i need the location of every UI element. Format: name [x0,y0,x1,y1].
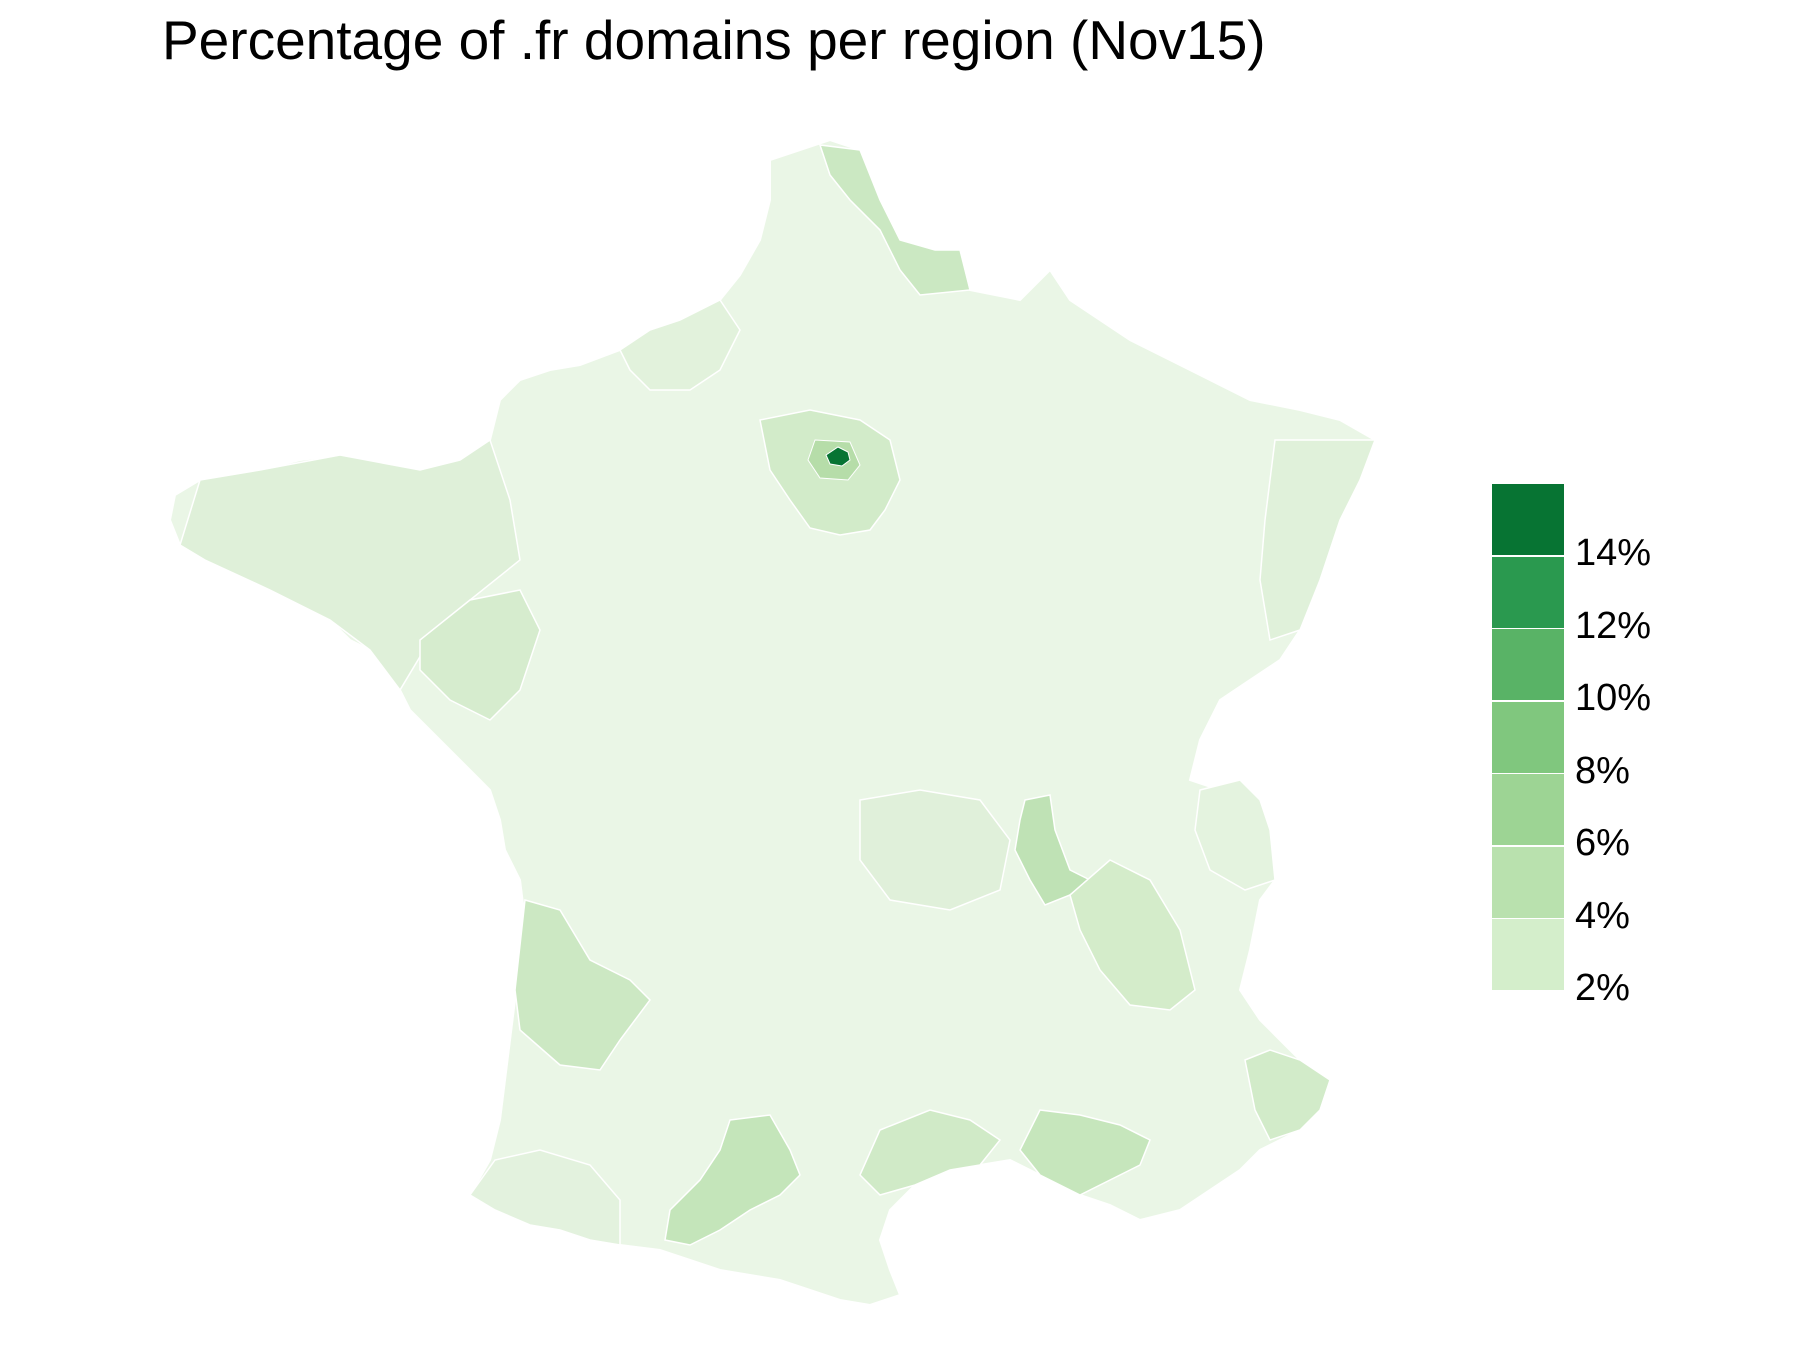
region-haute-savoie [1194,779,1276,891]
legend-label: 2% [1575,967,1630,1009]
region-ardeche-lozere [859,789,1011,911]
region-alsace [1259,439,1377,641]
legend-label: 6% [1575,822,1630,864]
region-normandy [619,299,741,391]
legend-label: 12% [1575,604,1652,647]
legend-label: 8% [1575,749,1630,792]
legend-swatch [1492,484,1564,555]
region-loire-atlantique [419,589,541,721]
region-paris [825,446,851,467]
legend-label: 14% [1575,532,1652,574]
legend-swatch [1492,846,1564,918]
region-herault [859,1109,1002,1196]
legend-swatch [1492,556,1564,628]
map-title: Percentage of .fr domains per region (No… [162,9,1266,71]
legend-swatch [1492,701,1564,773]
legend-label: 10% [1575,677,1652,719]
legend-label: 4% [1575,894,1630,937]
legend-swatch [1492,629,1564,700]
region-alpes-maritimes [1244,1049,1331,1141]
region-haute-garonne [664,1114,801,1246]
legend-swatch [1492,919,1564,990]
region-nord [818,144,971,296]
legend-swatch [1492,774,1564,845]
region-pyrenees-atlantiques [468,1149,621,1246]
region-isere [1069,859,1196,1011]
region-gironde [514,899,651,1071]
region-bouches-du-rhone [1019,1109,1151,1196]
